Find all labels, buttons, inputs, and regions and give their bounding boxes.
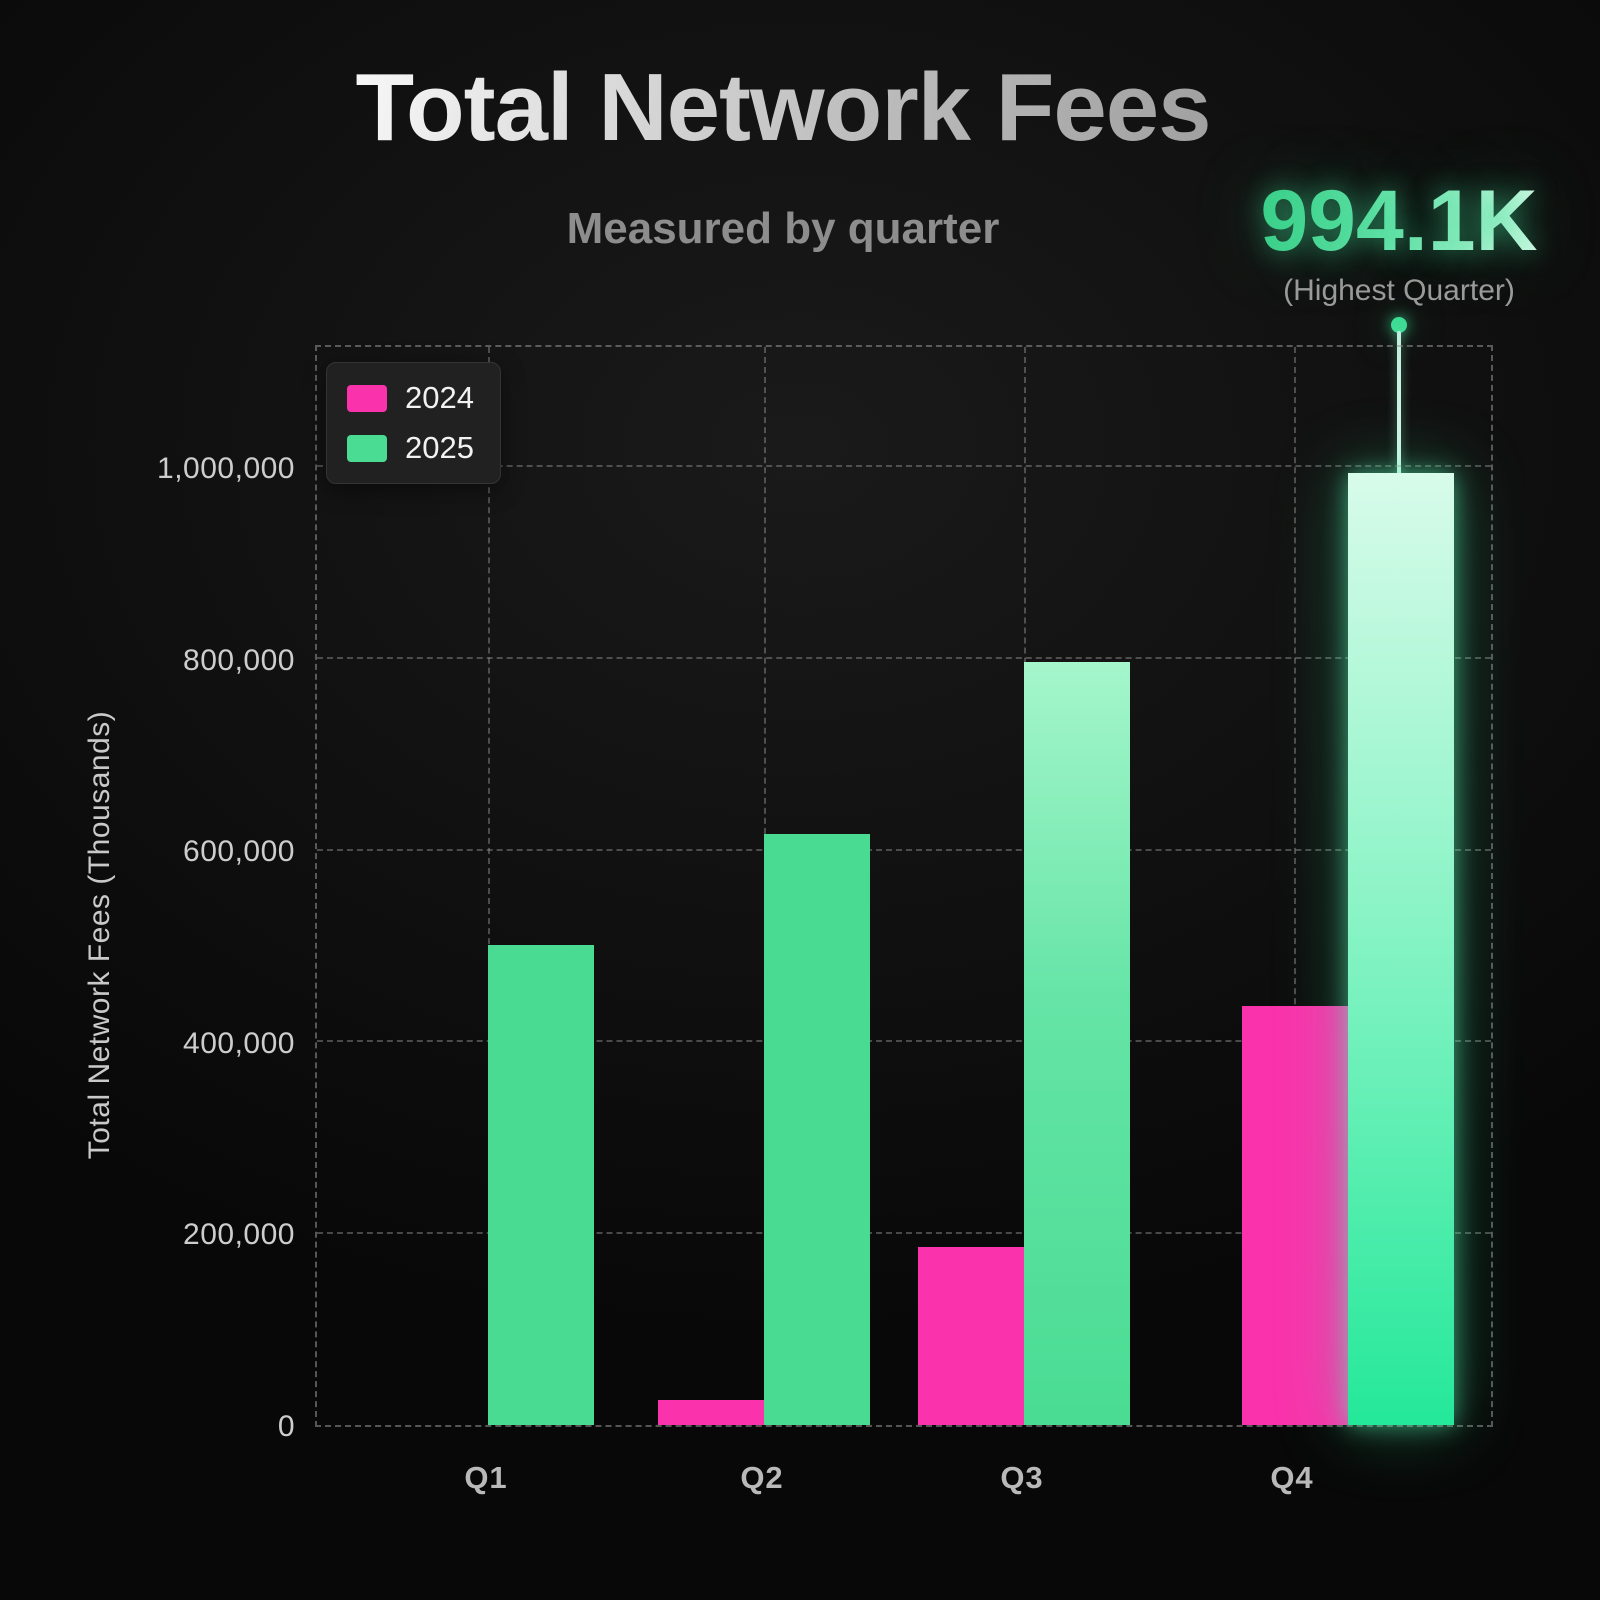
chart-subtitle: Measured by quarter [566, 204, 1000, 253]
highlight-value: 994.1K [1260, 173, 1538, 269]
gridline-h-600000 [317, 848, 1491, 851]
legend-item-2025[interactable]: 2025 [347, 430, 474, 466]
legend-label-2025: 2025 [405, 430, 474, 465]
legend-item-2024[interactable]: 2024 [347, 380, 474, 416]
y-tick-label-600000: 600,000 [183, 835, 295, 869]
gridline-v-q1 [488, 347, 490, 1425]
y-tick-label-0: 0 [277, 1410, 295, 1443]
callout-line [1397, 331, 1401, 482]
x-tick-label-q4: Q4 [1270, 1460, 1314, 1495]
bar-2024-q2[interactable] [658, 1400, 764, 1425]
bar-2025-q2[interactable] [764, 834, 870, 1425]
highlight-caption: (Highest Quarter) [1283, 274, 1515, 307]
plot-area [315, 345, 1493, 1427]
y-tick-label-200000: 200,000 [183, 1218, 295, 1252]
gridline-h-1000000 [317, 465, 1491, 468]
legend: 2024 2025 [326, 362, 501, 484]
legend-swatch-2025 [347, 434, 387, 462]
callout-dot [1391, 317, 1407, 333]
gridline-h-800000 [317, 656, 1491, 659]
gridline-h-200000 [317, 1231, 1491, 1234]
x-tick-label-q1: Q1 [464, 1460, 508, 1495]
legend-swatch-2024 [347, 384, 387, 412]
highlight-callout: 994.1K (Highest Quarter) [1260, 178, 1537, 308]
x-tick-label-q2: Q2 [740, 1460, 784, 1495]
gridline-h-400000 [317, 1040, 1491, 1042]
chart-title: Total Network Fees [0, 57, 1566, 159]
bar-2024-q4[interactable] [1242, 1005, 1348, 1425]
bar-2025-q4[interactable] [1348, 473, 1454, 1425]
y-tick-label-400000: 400,000 [183, 1026, 295, 1060]
bar-2024-q3[interactable] [918, 1246, 1024, 1425]
x-tick-label-q3: Q3 [1000, 1460, 1044, 1495]
gridline-v-q4 [1294, 347, 1296, 1425]
legend-label-2024: 2024 [405, 380, 474, 415]
bar-2025-q3[interactable] [1024, 661, 1130, 1425]
y-axis-title: Total Network Fees (Thousands) [83, 710, 116, 1160]
bar-2025-q1[interactable] [488, 945, 594, 1425]
y-tick-label-1000000: 1,000,000 [157, 452, 295, 486]
y-tick-label-800000: 800,000 [183, 643, 295, 677]
